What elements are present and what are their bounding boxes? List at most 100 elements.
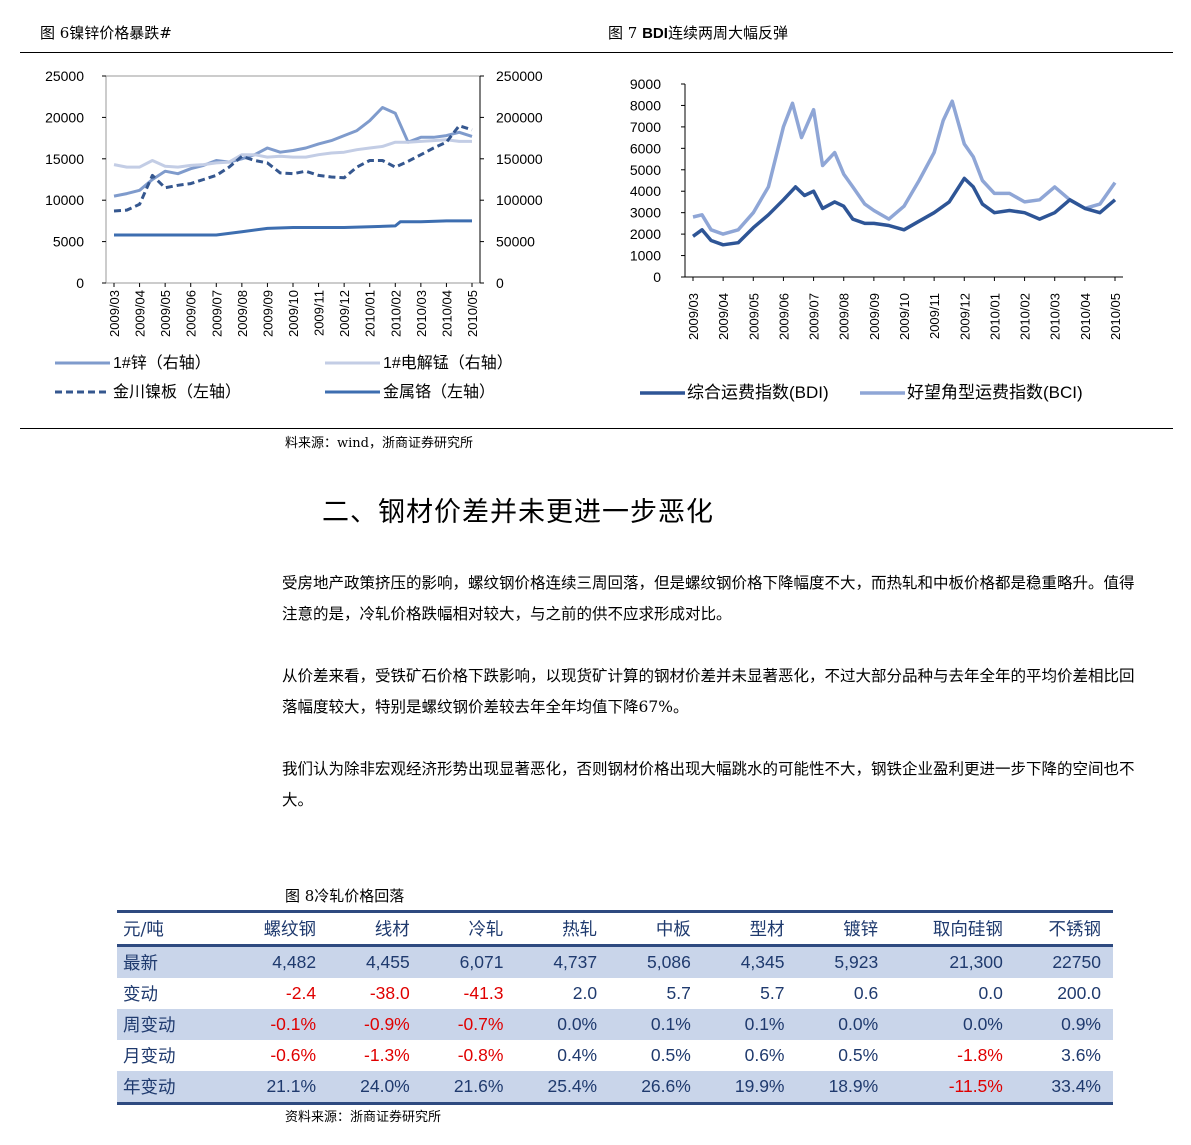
table-cell: 0.6 — [853, 983, 879, 1003]
row-label: 最新 — [117, 945, 230, 978]
x-tick-label: 2010/05 — [1108, 293, 1123, 340]
paragraph-2: 从价差来看，受铁矿石价格下跌影响，以现货矿计算的钢材价差并未显著恶化，不过大部分… — [282, 667, 1135, 716]
y-tick-label: 2000 — [630, 226, 661, 242]
price-table: 元/吨 螺纹钢 线材 冷轧 热轧 中板 型材 镀锌 取向硅钢 不锈钢 最新 4,4… — [117, 910, 1113, 1105]
x-tick-label: 2010/01 — [363, 290, 378, 337]
x-tick-label: 2010/05 — [465, 290, 480, 337]
fig7-title: 图 7 BDI连续两周大幅反弹 — [608, 22, 788, 43]
table-cell: 18.9% — [796, 1071, 891, 1105]
table-cell: -1.3% — [364, 1045, 410, 1065]
table-cell: 2.0 — [572, 983, 598, 1003]
header-cell: 型材 — [702, 910, 797, 947]
x-tick-label: 2009/10 — [897, 293, 912, 340]
paragraph-1: 受房地产政策挤压的影响，螺纹钢价格连续三周回落，但是螺纹钢价格下降幅度不大，而热… — [282, 574, 1135, 623]
y-tick-label: 3000 — [630, 205, 661, 221]
legend-label: 综合运费指数(BDI) — [687, 383, 829, 402]
x-tick-label: 2010/02 — [388, 290, 403, 337]
table-cell: 4,737 — [515, 945, 610, 978]
table-cell: -1.8% — [957, 1045, 1003, 1065]
x-tick-label: 2009/12 — [957, 293, 972, 340]
y-tick-label: 8000 — [630, 97, 661, 113]
table-cell: 24.0% — [328, 1071, 422, 1105]
table-cell: 21,300 — [890, 945, 1015, 978]
legend-label: 好望角型运费指数(BCI) — [907, 383, 1083, 402]
header-cell: 螺纹钢 — [230, 910, 329, 947]
table-cell: 0.0% — [515, 1009, 610, 1040]
table-cell: -0.1% — [230, 1009, 329, 1040]
table-cell: 21.6% — [421, 1071, 516, 1105]
table-cell: 0.0% — [796, 1009, 891, 1040]
y-tick-label: 5000 — [630, 162, 661, 178]
row-label: 月变动 — [123, 1047, 176, 1067]
table-cell: 0.1% — [609, 1009, 703, 1040]
table-cell: 5,923 — [796, 945, 891, 978]
x-tick-label: 2009/11 — [312, 290, 327, 336]
y-right-tick-label: 200000 — [496, 109, 543, 125]
header-cell: 冷轧 — [421, 910, 516, 947]
x-tick-label: 2009/06 — [776, 293, 791, 340]
table-cell: -0.9% — [328, 1009, 422, 1040]
series-line-1 — [113, 138, 472, 169]
table-cell: 5,086 — [609, 945, 703, 978]
x-tick-label: 2009/04 — [133, 290, 148, 337]
source-top: 料来源：wind，浙商证券研究所 — [285, 436, 473, 451]
series-line-2 — [113, 124, 473, 213]
plot-area — [105, 75, 481, 284]
section-heading: 二、钢材价差并未更进一步恶化 — [322, 497, 714, 528]
y-right-tick-label: 50000 — [496, 234, 535, 250]
y-tick-label: 7000 — [630, 119, 661, 135]
y-tick-label: 0 — [653, 269, 661, 285]
table-row: 最新 4,482 4,455 6,071 4,737 5,086 4,345 5,923 21,… — [117, 945, 1113, 978]
source-bottom: 资料来源：浙商证券研究所 — [285, 1110, 442, 1125]
y-left-tick-label: 25000 — [45, 68, 84, 84]
table-cell: 0.6% — [744, 1045, 785, 1065]
table-row: 周变动 -0.1% -0.9% -0.7% 0.0% 0.1% 0.1% 0.0% 0.0% 0.… — [117, 1009, 1113, 1040]
legend-label: 金川镍板（左轴） — [113, 383, 241, 401]
row-label: 变动 — [123, 985, 158, 1005]
table-cell: -0.6% — [270, 1045, 317, 1065]
table-cell: 4,482 — [230, 945, 329, 978]
x-tick-label: 2009/08 — [837, 293, 852, 340]
header-cell: 取向硅钢 — [890, 910, 1015, 947]
y-left-tick-label: 5000 — [53, 234, 84, 250]
x-tick-label: 2010/01 — [987, 293, 1002, 340]
x-tick-label: 2009/09 — [260, 290, 275, 337]
table-cell: 33.4% — [1014, 1071, 1113, 1105]
x-tick-label: 2009/12 — [337, 290, 352, 337]
x-tick-label: 2009/05 — [158, 290, 173, 337]
table-cell: 0.5% — [838, 1045, 879, 1065]
row-label: 周变动 — [117, 1009, 230, 1040]
y-left-tick-label: 20000 — [45, 109, 84, 125]
x-tick-label: 2009/03 — [107, 290, 122, 337]
table-cell: 4,345 — [702, 945, 797, 978]
x-tick-label: 2009/06 — [184, 290, 199, 337]
series-line-0 — [691, 176, 1117, 247]
y-left-tick-label: 0 — [76, 275, 84, 291]
table-cell: 5.7 — [666, 983, 691, 1003]
y-right-tick-label: 100000 — [496, 192, 543, 208]
series-line-3 — [114, 219, 472, 237]
x-tick-label: 2010/03 — [414, 290, 429, 337]
x-tick-label: 2009/04 — [716, 293, 731, 340]
legend-label: 1#电解锰（右轴） — [383, 354, 513, 372]
fig6-chart: 0500010000150002000025000050000100000150… — [45, 68, 543, 401]
header-cell: 元/吨 — [117, 910, 230, 947]
table-cell: 0.5% — [650, 1045, 691, 1065]
table-row: 变动 -2.4 -38.0 -41.3 2.0 5.7 5.7 0.6 0.0 200.0 — [117, 978, 1113, 1009]
header-cell: 中板 — [609, 910, 703, 947]
x-tick-label: 2009/07 — [807, 293, 822, 340]
legend-label: 金属铬（左轴） — [383, 382, 495, 401]
series-line-0 — [113, 106, 473, 198]
table-cell: 22750 — [1014, 945, 1113, 978]
x-tick-label: 2010/02 — [1018, 293, 1033, 340]
fig7-title-bold: BDI — [642, 25, 668, 42]
y-right-tick-label: 150000 — [496, 151, 543, 167]
top-rule — [20, 52, 1173, 53]
table-cell: 19.9% — [702, 1071, 797, 1105]
table-cell: 200.0 — [1057, 983, 1101, 1003]
table-cell: 6,071 — [421, 945, 516, 978]
table-cell: 25.4% — [515, 1071, 610, 1105]
row-label: 年变动 — [117, 1071, 230, 1105]
header-cell: 镀锌 — [796, 910, 891, 947]
y-tick-label: 1000 — [630, 248, 661, 264]
